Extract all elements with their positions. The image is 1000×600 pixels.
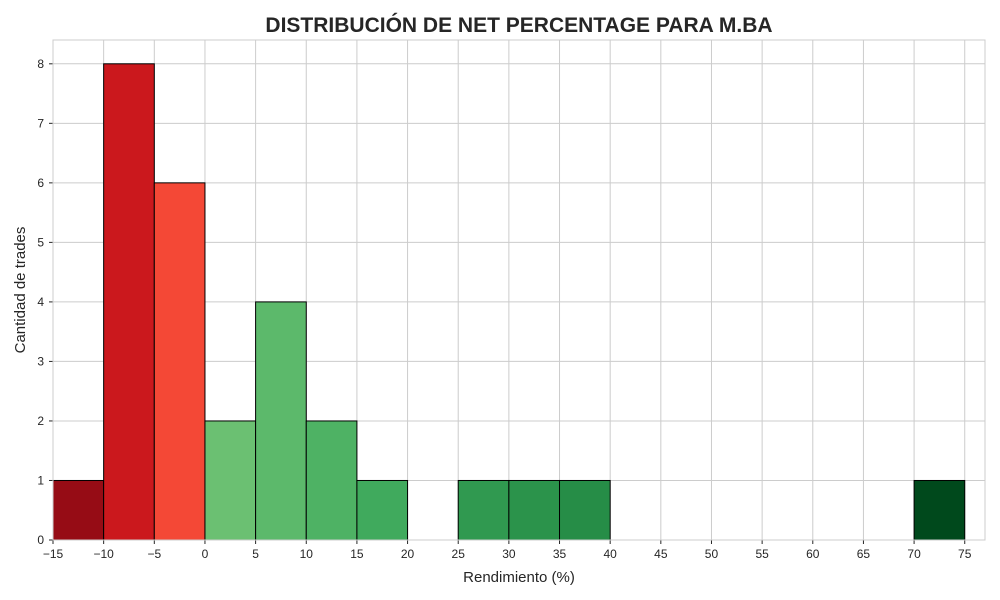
x-tick-label: 10 (300, 547, 314, 561)
x-tick-label: 0 (202, 547, 209, 561)
histogram-bar (457, 479, 510, 541)
histogram-bar (913, 479, 966, 541)
y-tick-label: 8 (37, 57, 44, 71)
x-tick-label: 15 (350, 547, 364, 561)
y-tick-label: 4 (37, 295, 44, 309)
histogram-bar (204, 420, 257, 541)
y-tick-label: 1 (37, 473, 44, 487)
x-tick-label: 55 (755, 547, 769, 561)
x-tick-label: 75 (958, 547, 972, 561)
histogram-bar (305, 420, 358, 541)
tick-labels: −15 −10 −5 0 5 10 15 20 25 30 35 40 45 50 55 60 65 70 7501… (37, 57, 971, 561)
histogram-bar (508, 479, 561, 541)
x-tick-label: 65 (857, 547, 871, 561)
x-tick-label: 60 (806, 547, 820, 561)
x-tick-label: 30 (502, 547, 516, 561)
histogram-bar (356, 479, 409, 541)
histogram-bar (52, 479, 105, 541)
histogram-bar (103, 63, 155, 541)
x-tick-label: 20 (401, 547, 415, 561)
chart-title: DISTRIBUCIÓN DE NET PERCENTAGE PARA M.BA (265, 13, 772, 37)
plot-frame (52, 39, 986, 541)
x-axis-label: Rendimiento (%) (463, 569, 575, 586)
y-tick-label: 2 (37, 414, 44, 428)
y-tick-label: 5 (37, 235, 44, 249)
y-axis-label: Cantidad de trades (12, 227, 29, 354)
x-tick-label: −10 (93, 547, 114, 561)
x-tick-label: 25 (452, 547, 466, 561)
histogram-bar (255, 301, 307, 541)
x-tick-label: 40 (603, 547, 617, 561)
y-tick-label: 6 (37, 176, 44, 190)
x-tick-label: 50 (705, 547, 719, 561)
x-tick-label: 70 (907, 547, 921, 561)
histogram-bar (559, 479, 611, 541)
axes (49, 39, 986, 544)
y-tick-label: 7 (37, 116, 44, 130)
x-tick-label: −5 (147, 547, 161, 561)
histogram-bars (52, 63, 966, 541)
y-tick-label: 3 (37, 354, 44, 368)
x-tick-label: 45 (654, 547, 668, 561)
x-tick-label: 35 (553, 547, 567, 561)
x-tick-label: −15 (43, 547, 64, 561)
y-tick-label: 0 (37, 533, 44, 547)
histogram-bar (153, 182, 206, 541)
x-tick-label: 5 (252, 547, 259, 561)
